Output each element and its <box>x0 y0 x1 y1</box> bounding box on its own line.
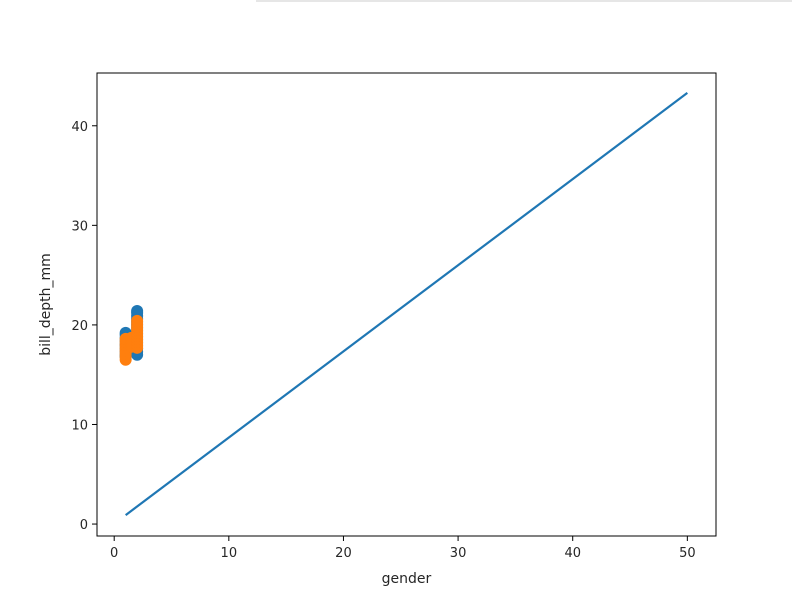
y-tick-label: 40 <box>71 120 88 135</box>
x-axis-label: gender <box>382 571 432 587</box>
x-tick-label: 20 <box>335 546 352 561</box>
scatter-point-series-2 <box>131 314 144 327</box>
x-tick-label: 30 <box>450 546 467 561</box>
x-tick-label: 10 <box>221 546 238 561</box>
y-tick-label: 20 <box>71 319 88 334</box>
y-tick-label: 30 <box>71 219 88 234</box>
y-axis: 0 10 20 30 40 <box>71 120 97 533</box>
x-tick-label: 40 <box>564 546 581 561</box>
top-divider <box>256 0 792 2</box>
scatter-point-series-1 <box>131 304 144 317</box>
y-tick-label: 0 <box>80 518 88 533</box>
fit-line <box>124 92 689 516</box>
plot-marks <box>119 92 689 516</box>
x-axis: 0 10 20 30 40 50 <box>110 536 696 561</box>
x-tick-label: 0 <box>110 546 118 561</box>
y-tick-label: 10 <box>71 418 88 433</box>
plot-frame <box>96 72 717 537</box>
x-tick-label: 50 <box>679 546 696 561</box>
y-axis-label: bill_depth_mm <box>38 253 54 356</box>
